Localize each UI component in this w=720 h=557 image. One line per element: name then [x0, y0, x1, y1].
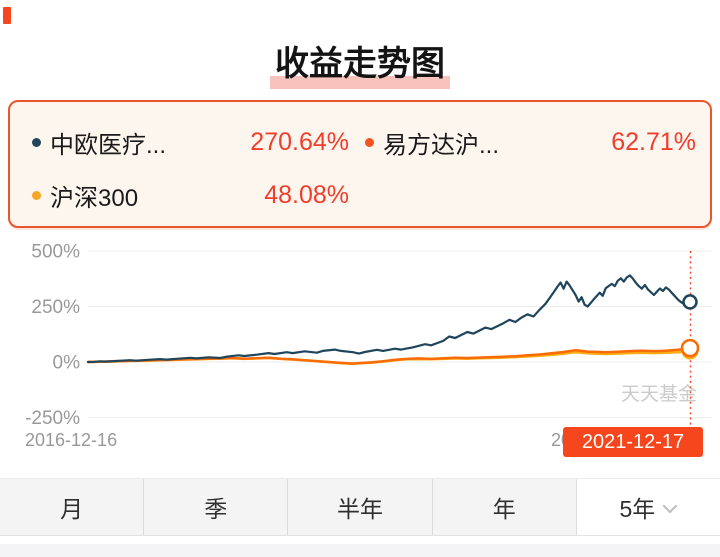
grid-lines	[88, 250, 712, 418]
x-axis-start-label: 2016-12-16	[25, 430, 117, 450]
corner-red-mark	[3, 7, 11, 24]
cursor-date-badge-text: 2021-12-17	[582, 431, 684, 453]
page-title: 收益走势图	[270, 36, 450, 89]
tab-label: 5年	[619, 496, 656, 522]
page-title-row: 收益走势图	[0, 36, 720, 89]
fund2-dot-icon	[365, 137, 374, 147]
series-lines	[86, 274, 692, 366]
legend-item-fund1[interactable]: 中欧医疗... 270.64%	[32, 122, 365, 162]
fund1-value: 270.64%	[250, 127, 349, 156]
index-name: 沪深300	[50, 184, 139, 212]
tab-label: 年	[492, 496, 516, 522]
watermark-text: 天天基金	[621, 383, 697, 405]
legend-row-2: 沪深300 48.08%	[32, 175, 698, 215]
bottom-section-strip	[0, 544, 720, 557]
chevron-down-icon	[663, 505, 678, 513]
legend-item-index[interactable]: 沪深300 48.08%	[32, 175, 365, 215]
legend-panel: 中欧医疗... 270.64% 易方达沪... 62.71% 沪深300 48.…	[8, 100, 712, 228]
fund1-dot-icon	[32, 137, 41, 147]
y-tick-label: 500%	[31, 242, 80, 263]
cursor-date-badge: 2021-12-17	[563, 427, 703, 457]
tab-label: 月	[60, 496, 84, 522]
legend-item-fund2[interactable]: 易方达沪... 62.71%	[365, 122, 698, 162]
tab-季[interactable]: 季	[143, 479, 288, 535]
y-tick-label: 250%	[31, 297, 80, 318]
index-value: 48.08%	[264, 180, 349, 209]
fund1-name: 中欧医疗...	[50, 131, 167, 159]
series-end-dot-1	[682, 294, 698, 310]
tab-半年[interactable]: 半年	[287, 479, 432, 535]
fund2-value: 62.71%	[611, 127, 696, 156]
cursor-date-badge-bg	[563, 427, 703, 457]
fund2-name: 易方达沪...	[383, 131, 500, 159]
series-line-1	[86, 274, 692, 364]
y-tick-label: 0%	[53, 353, 81, 374]
returns-line-chart[interactable]: 500% 250% 0% -250% 2016-12-16 2021-12-17 天天…	[0, 240, 720, 470]
series-end-dot-2	[680, 338, 700, 358]
index-dot-icon	[32, 190, 41, 200]
period-tab-bar: 月 季 半年 年 5年	[0, 478, 720, 536]
tab-label: 季	[204, 496, 228, 522]
tab-年[interactable]: 年	[431, 479, 576, 535]
series-end-dots	[680, 294, 700, 360]
legend-row-1: 中欧医疗... 270.64% 易方达沪... 62.71%	[32, 122, 698, 162]
y-tick-label: -250%	[25, 408, 80, 429]
tab-月[interactable]: 月	[0, 479, 144, 535]
tab-5年[interactable]: 5年	[575, 479, 720, 535]
y-axis-labels: 500% 250% 0% -250%	[25, 242, 80, 430]
tab-label: 半年	[337, 496, 383, 522]
